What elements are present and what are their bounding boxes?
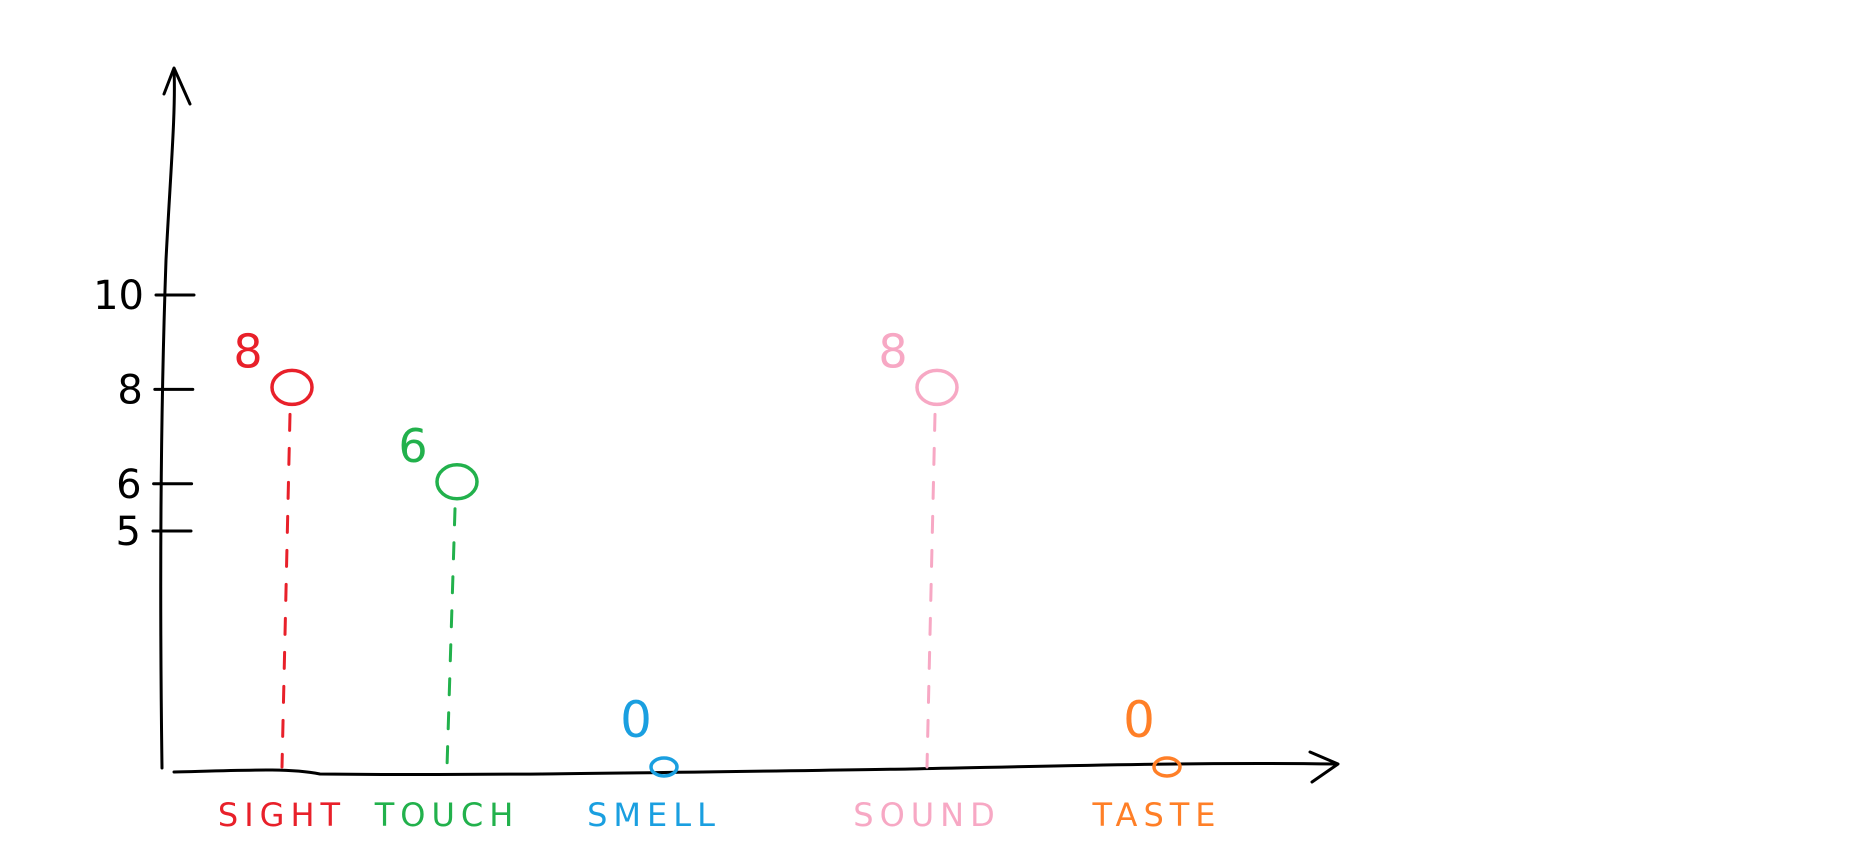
y-ticks: 10 8 65 (93, 273, 196, 555)
data-label: 8 (878, 324, 907, 378)
drop-line (280, 412, 292, 769)
y-tick-label: 10 (93, 273, 144, 319)
drop-lines (280, 412, 937, 769)
x-tick-label: SMELL (587, 796, 721, 834)
y-axis-line (159, 68, 176, 770)
data-markers (270, 368, 1182, 778)
data-label: 0 (1123, 691, 1155, 749)
x-tick-label: SOUND (853, 796, 1001, 834)
x-tick-label: TOUCH (374, 796, 520, 834)
chart-axes (159, 66, 1340, 784)
x-tick-label: TASTE (1091, 796, 1221, 834)
y-tick-label: 5 (116, 509, 141, 555)
category-labels: SIGHT TOUCH SMELL SOUND TASTE (218, 796, 1221, 834)
data-label: 6 (398, 419, 427, 473)
value-labels: 8 6 0 8 0 (233, 324, 1155, 749)
x-tick-label: SIGHT (218, 796, 346, 834)
x-axis-arrowhead (1308, 750, 1340, 784)
data-point (1152, 756, 1182, 778)
data-label: 0 (620, 691, 652, 749)
drop-line (925, 412, 937, 769)
x-axis-line (172, 761, 1338, 777)
y-axis-arrowhead (162, 66, 192, 106)
data-point (435, 463, 479, 501)
y-tick-label: 8 (117, 367, 142, 413)
data-label: 8 (233, 324, 262, 378)
data-point (915, 368, 959, 407)
data-point (649, 756, 679, 778)
y-tick-label: 6 (116, 462, 141, 508)
drop-line (445, 507, 457, 769)
data-point (270, 368, 314, 407)
